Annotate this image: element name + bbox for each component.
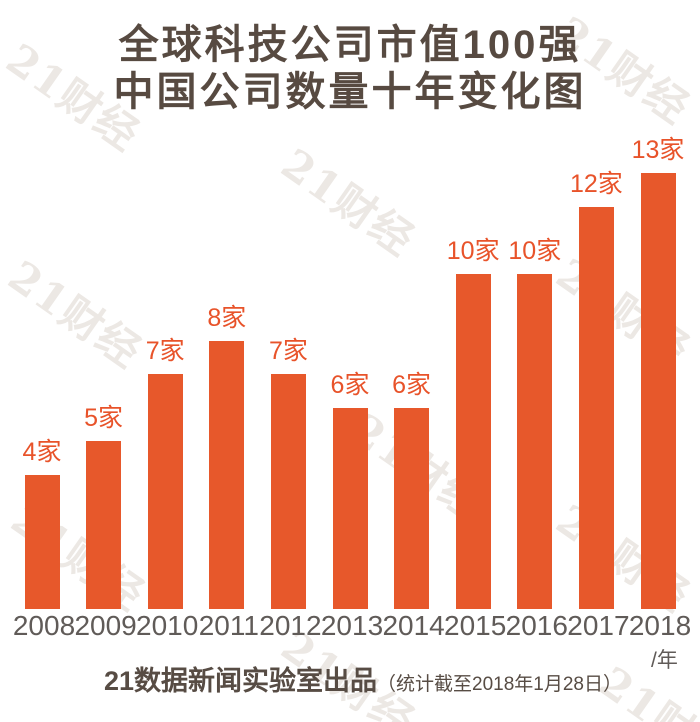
bar-2017 — [578, 207, 614, 609]
x-axis-tick-label: 2011 — [198, 610, 259, 641]
x-axis-tick-label: 2008 — [12, 610, 76, 641]
brand-watermark: 21财经 — [547, 249, 699, 376]
bar-2013 — [332, 408, 368, 609]
x-axis-tick-label: 2013 — [320, 610, 384, 641]
bar-value-label: 12家 — [569, 170, 623, 198]
chart-title-line1: 全球科技公司市值100强 — [118, 23, 582, 67]
bar-value-label: 10家 — [446, 237, 500, 265]
brand-watermark: 21财经 — [272, 139, 424, 266]
x-axis-tick-label: 2009 — [74, 610, 137, 641]
bar-2015 — [455, 274, 491, 609]
bar-2016 — [517, 274, 553, 609]
credit-text: 21数据新闻实验室出品 — [103, 666, 378, 696]
bar-value-label: 8家 — [207, 304, 247, 332]
bar-2010 — [147, 374, 183, 609]
axis-unit-label: /年 — [651, 649, 678, 672]
bar-2009 — [86, 441, 122, 609]
bar-value-label: 5家 — [84, 404, 124, 432]
bar-value-label: 6家 — [330, 371, 370, 399]
x-axis-tick-label: 2014 — [382, 610, 445, 641]
x-axis-tick-label: 2012 — [259, 610, 322, 641]
x-axis-tick-label: 2016 — [505, 610, 568, 641]
bar-value-label: 4家 — [22, 438, 62, 466]
bar-2018 — [640, 173, 676, 609]
bar-2012 — [270, 374, 306, 609]
bar-value-label: 10家 — [508, 237, 562, 265]
bar-2011 — [209, 341, 245, 609]
x-axis-tick-label: 2010 — [136, 610, 199, 641]
bar-2014 — [394, 408, 430, 609]
brand-watermark: 21财经 — [547, 495, 699, 622]
bar-value-label: 6家 — [392, 371, 432, 399]
brand-watermark: 21财经 — [0, 251, 151, 378]
stats-cutoff-note: （统计截至2018年1月28日） — [377, 674, 623, 695]
footer: 21数据新闻实验室出品（统计截至2018年1月28日） — [13, 659, 700, 698]
x-axis-tick-label: 2017 — [567, 610, 630, 641]
bar-value-label: 7家 — [145, 337, 185, 365]
bar-value-label: 13家 — [631, 136, 685, 164]
chart-title-line2: 中国公司数量十年变化图 — [113, 70, 587, 114]
chart-title: 全球科技公司市值100强 中国公司数量十年变化图 — [0, 22, 700, 116]
bar-value-label: 7家 — [268, 337, 308, 365]
bar-2008 — [24, 475, 60, 609]
x-axis-tick-label: 2018 — [628, 610, 692, 641]
x-axis-tick-label: 2015 — [444, 610, 507, 641]
